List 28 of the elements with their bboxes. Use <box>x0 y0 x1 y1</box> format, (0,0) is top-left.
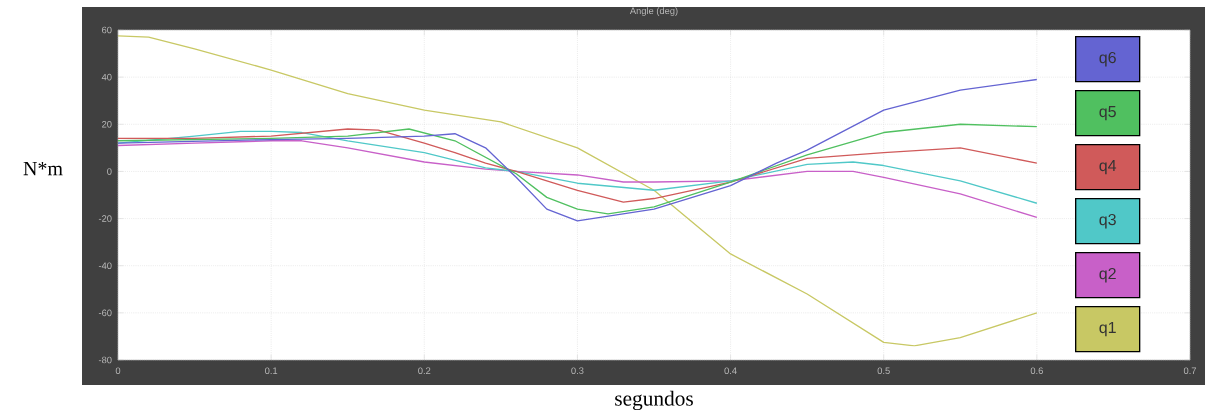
text: q5 <box>1099 106 1116 121</box>
text: q6 <box>1099 51 1116 67</box>
y-tick-label: -80 <box>98 356 112 364</box>
x-tick-label: 0.7 <box>1183 367 1197 374</box>
text: q1 <box>1099 322 1116 337</box>
x-tick-label: 0.2 <box>418 367 431 374</box>
line-series <box>118 140 1038 219</box>
x-tick-label: 0 <box>115 367 121 374</box>
text: q4 <box>1099 160 1117 175</box>
line-series <box>118 35 1038 347</box>
x-tick-label: 0.1 <box>265 367 278 374</box>
x-axis-title: segundos <box>615 390 693 411</box>
x-tick-label: 0.6 <box>1030 367 1043 374</box>
text: q2 <box>1099 267 1116 283</box>
x-tick-label: 0.3 <box>571 367 584 374</box>
chart-title: Angle (deg) <box>629 7 678 16</box>
y-axis-title: N*m <box>23 162 63 176</box>
y-tick-label: 40 <box>101 73 112 81</box>
y-tick-label: 0 <box>107 168 112 175</box>
text: q3 <box>1099 213 1116 229</box>
y-tick-label: -20 <box>98 215 112 222</box>
x-tick-label: 0.5 <box>877 367 890 374</box>
y-tick-label: -60 <box>98 309 112 317</box>
y-tick-label: 60 <box>102 26 112 34</box>
x-tick-label: 0.4 <box>724 367 737 374</box>
y-tick-label: 20 <box>102 120 112 128</box>
line-series <box>118 78 1038 222</box>
y-tick-label: -40 <box>98 262 112 270</box>
